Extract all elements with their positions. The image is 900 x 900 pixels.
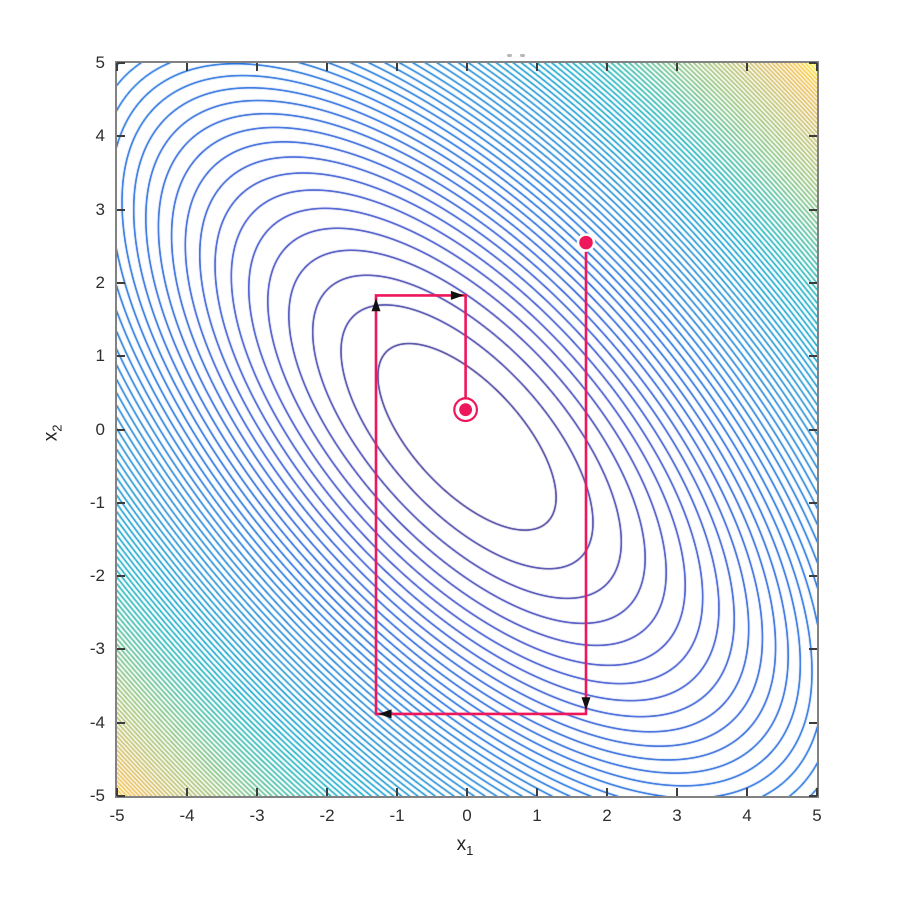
contour-plot-canvas — [117, 63, 817, 796]
x-axis-label-base: x — [456, 834, 467, 855]
y-tick-label: 5 — [95, 53, 105, 72]
x-axis-label: x1 — [457, 834, 474, 858]
x-axis-label-sub: 1 — [466, 842, 474, 858]
x-tick-label: 0 — [462, 806, 472, 825]
x-tick-label: 1 — [532, 806, 542, 825]
y-tick-label: -2 — [89, 566, 105, 586]
y-tick-label: 0 — [95, 419, 105, 439]
y-tick-label: 2 — [95, 272, 105, 292]
x-tick-label: -5 — [109, 806, 125, 825]
x-tick-label: -2 — [319, 806, 335, 825]
x-tick-label: -1 — [389, 806, 405, 825]
x-tick-label: 5 — [812, 806, 822, 825]
y-tick-label: -4 — [89, 712, 105, 732]
x-tick-label: 3 — [672, 806, 682, 825]
y-tick-label: 4 — [95, 126, 105, 146]
y-tick-label: -5 — [89, 786, 105, 805]
x-tick-label: 4 — [742, 806, 752, 825]
y-tick-label: -3 — [89, 639, 105, 659]
x-tick-label: 2 — [602, 806, 612, 825]
stray-mark — [520, 54, 525, 57]
y-axis-label-base: x — [40, 431, 62, 442]
y-tick-label: 3 — [95, 199, 105, 219]
y-tick-label: -1 — [89, 492, 105, 512]
x-tick-label: -4 — [179, 806, 195, 825]
x-tick-label: -3 — [249, 806, 265, 825]
stray-mark — [507, 54, 512, 57]
y-axis-label-sub: 2 — [49, 424, 65, 432]
y-tick-label: 1 — [95, 346, 105, 366]
y-axis-label: x2 — [40, 425, 64, 442]
